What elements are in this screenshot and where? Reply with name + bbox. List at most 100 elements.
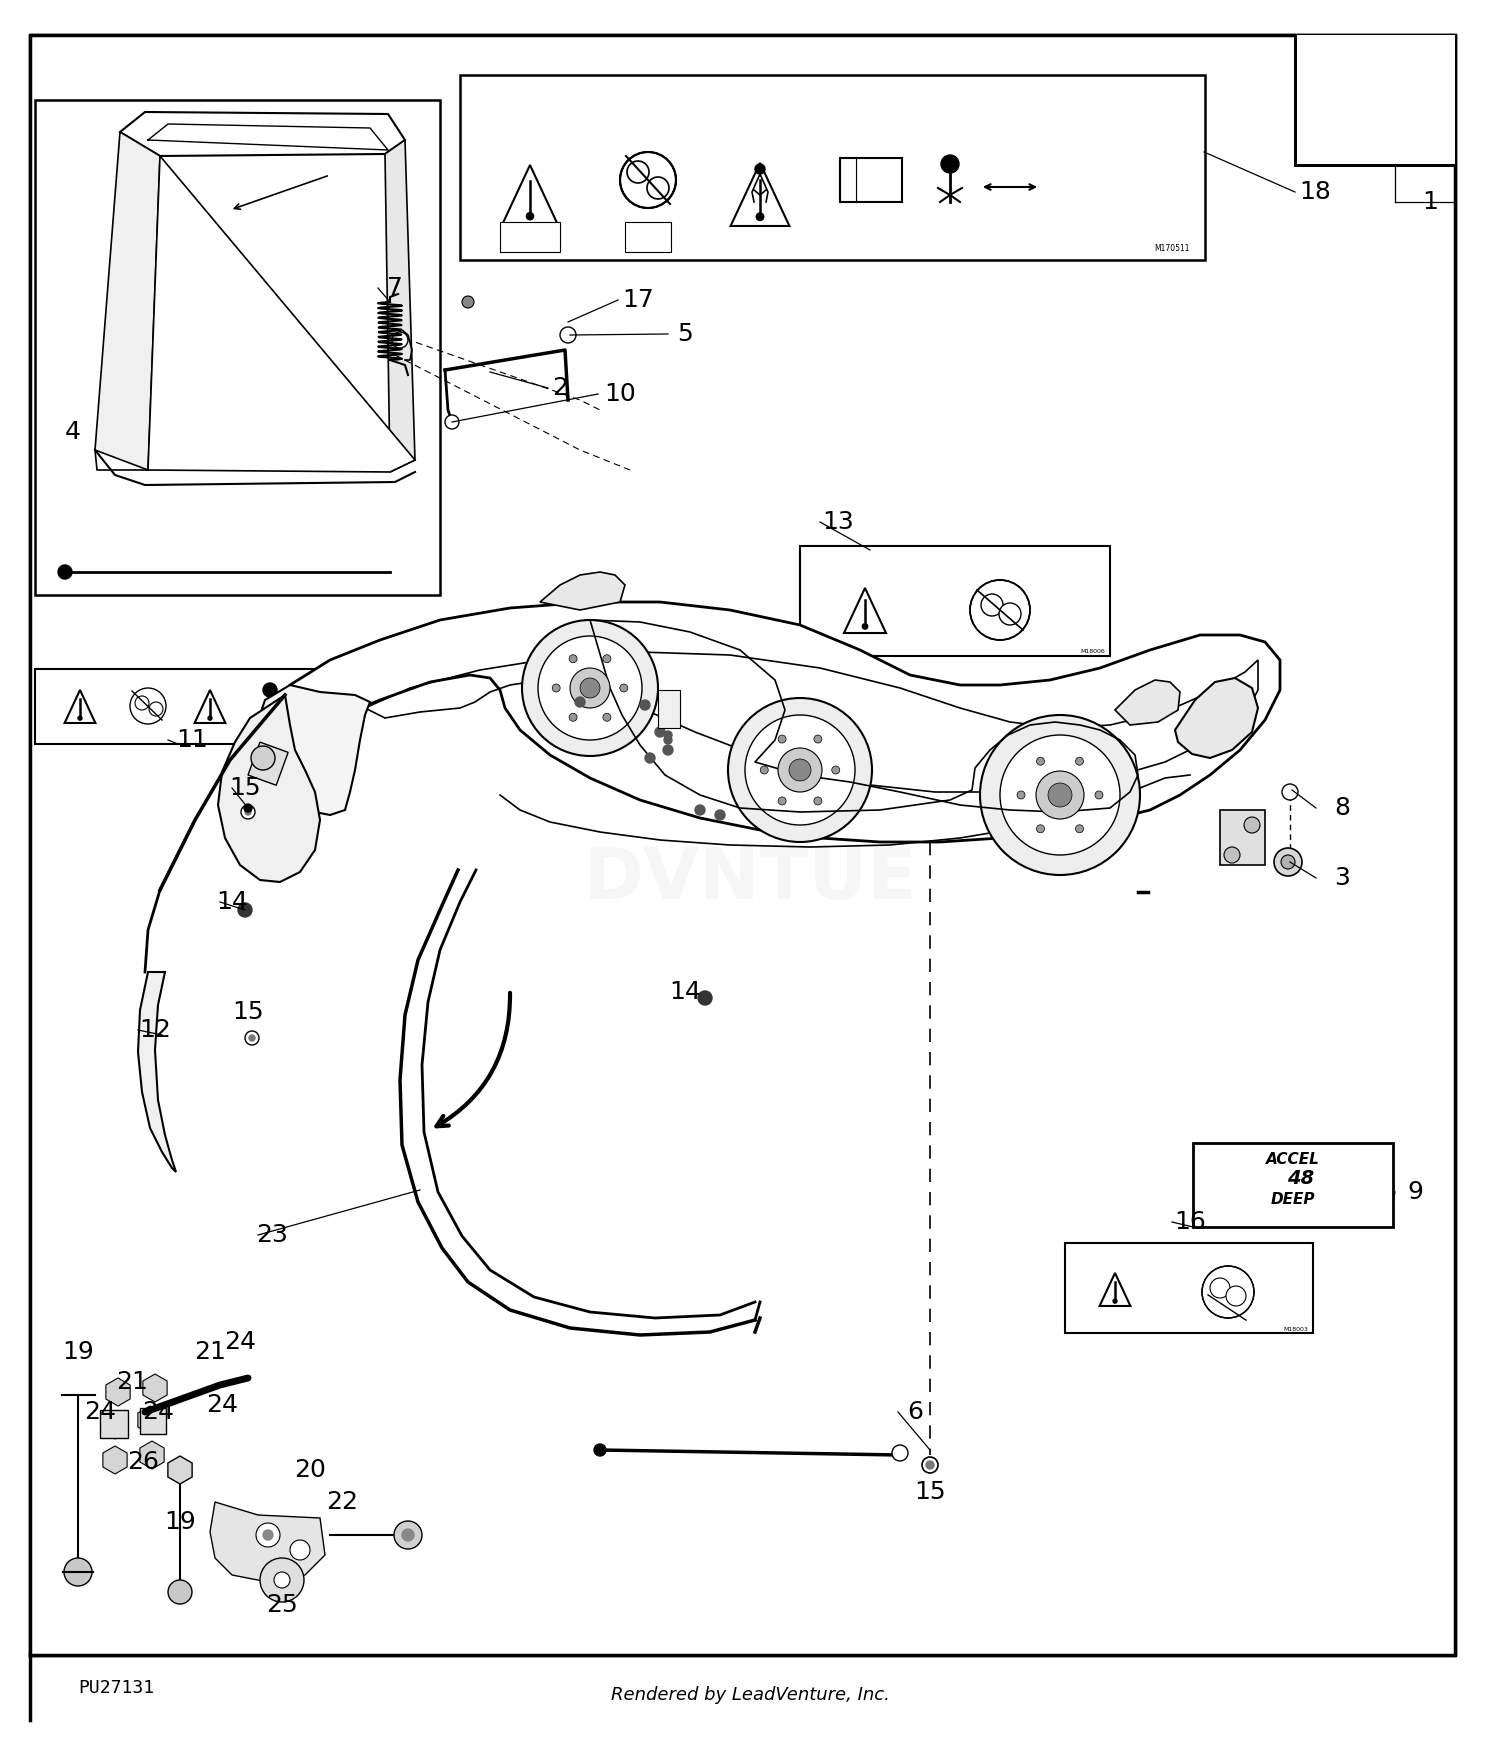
- Text: 19: 19: [164, 1510, 196, 1535]
- Polygon shape: [844, 588, 886, 634]
- Circle shape: [664, 737, 672, 744]
- Circle shape: [862, 623, 867, 628]
- Circle shape: [209, 716, 212, 721]
- Text: 24: 24: [206, 1393, 238, 1418]
- Text: 3: 3: [1334, 866, 1350, 891]
- Circle shape: [446, 415, 459, 429]
- Circle shape: [1113, 1298, 1118, 1304]
- Circle shape: [570, 668, 610, 709]
- Bar: [1220, 810, 1264, 864]
- Circle shape: [716, 810, 724, 821]
- Polygon shape: [255, 684, 370, 816]
- Circle shape: [620, 152, 676, 208]
- Text: 15: 15: [914, 1480, 946, 1503]
- Text: 24: 24: [142, 1400, 174, 1424]
- Text: 1: 1: [1422, 191, 1438, 214]
- Circle shape: [394, 1521, 422, 1549]
- Circle shape: [694, 805, 705, 816]
- Circle shape: [831, 766, 840, 774]
- Circle shape: [78, 716, 82, 721]
- Circle shape: [728, 698, 872, 842]
- Bar: [1192, 1143, 1394, 1227]
- Text: 8: 8: [1334, 796, 1350, 821]
- Circle shape: [568, 654, 578, 663]
- Circle shape: [251, 746, 274, 770]
- Polygon shape: [503, 164, 558, 226]
- Circle shape: [815, 796, 822, 805]
- Circle shape: [981, 593, 1004, 616]
- Circle shape: [640, 700, 650, 710]
- Circle shape: [970, 579, 1030, 640]
- Polygon shape: [148, 156, 416, 473]
- Text: DVNTUE: DVNTUE: [584, 845, 916, 915]
- Circle shape: [778, 796, 786, 805]
- Text: 11: 11: [176, 728, 208, 752]
- Circle shape: [627, 161, 650, 184]
- Text: 7: 7: [387, 276, 404, 299]
- Text: M11044: M11044: [304, 738, 330, 744]
- Circle shape: [1224, 847, 1240, 863]
- Bar: [100, 1410, 128, 1438]
- Polygon shape: [210, 1502, 326, 1582]
- Circle shape: [1036, 772, 1084, 819]
- Circle shape: [262, 682, 278, 696]
- Circle shape: [594, 1444, 606, 1456]
- Circle shape: [603, 654, 610, 663]
- Circle shape: [922, 1458, 938, 1474]
- Text: 48: 48: [1287, 1169, 1314, 1188]
- Text: 13: 13: [822, 509, 854, 534]
- Polygon shape: [138, 971, 176, 1172]
- Text: Rendered by LeadVenture, Inc.: Rendered by LeadVenture, Inc.: [610, 1685, 890, 1704]
- Circle shape: [620, 684, 628, 691]
- Circle shape: [656, 726, 664, 737]
- Text: 23: 23: [256, 1223, 288, 1248]
- Circle shape: [1076, 824, 1083, 833]
- Text: 9: 9: [1407, 1180, 1424, 1204]
- Text: ACCEL: ACCEL: [1266, 1152, 1320, 1167]
- Polygon shape: [217, 695, 320, 882]
- Circle shape: [256, 1522, 280, 1547]
- Text: DEEP: DEEP: [1270, 1192, 1316, 1206]
- Bar: [460, 75, 1204, 261]
- Text: 19: 19: [62, 1340, 94, 1363]
- Text: 10: 10: [604, 382, 636, 406]
- Text: 6: 6: [908, 1400, 922, 1424]
- Circle shape: [815, 735, 822, 744]
- Text: M170511: M170511: [1155, 243, 1190, 254]
- Circle shape: [238, 903, 252, 917]
- Circle shape: [1281, 856, 1294, 870]
- Circle shape: [244, 808, 250, 816]
- Circle shape: [168, 1580, 192, 1605]
- Circle shape: [1017, 791, 1025, 800]
- Bar: [140, 1409, 166, 1433]
- Circle shape: [746, 716, 855, 824]
- Circle shape: [148, 702, 164, 716]
- Text: 14: 14: [669, 980, 700, 1004]
- Bar: [34, 100, 439, 595]
- Bar: [1294, 35, 1455, 164]
- Polygon shape: [120, 112, 405, 156]
- Circle shape: [568, 714, 578, 721]
- Text: 22: 22: [326, 1489, 358, 1514]
- Circle shape: [244, 803, 252, 812]
- Circle shape: [1244, 817, 1260, 833]
- Circle shape: [980, 716, 1140, 875]
- Text: 17: 17: [622, 289, 654, 312]
- Circle shape: [526, 212, 534, 220]
- Text: PU27131: PU27131: [78, 1678, 154, 1698]
- Circle shape: [262, 1530, 273, 1540]
- Text: 20: 20: [294, 1458, 326, 1482]
- Polygon shape: [94, 131, 160, 471]
- Circle shape: [940, 156, 958, 173]
- Text: 4: 4: [64, 420, 81, 444]
- Polygon shape: [386, 140, 416, 472]
- Circle shape: [290, 1540, 310, 1559]
- Circle shape: [64, 1558, 92, 1586]
- Circle shape: [778, 735, 786, 744]
- Bar: [840, 158, 902, 201]
- Circle shape: [1095, 791, 1102, 800]
- Circle shape: [1000, 735, 1120, 856]
- Circle shape: [1226, 1286, 1246, 1306]
- Polygon shape: [1174, 677, 1258, 758]
- Circle shape: [1274, 849, 1302, 877]
